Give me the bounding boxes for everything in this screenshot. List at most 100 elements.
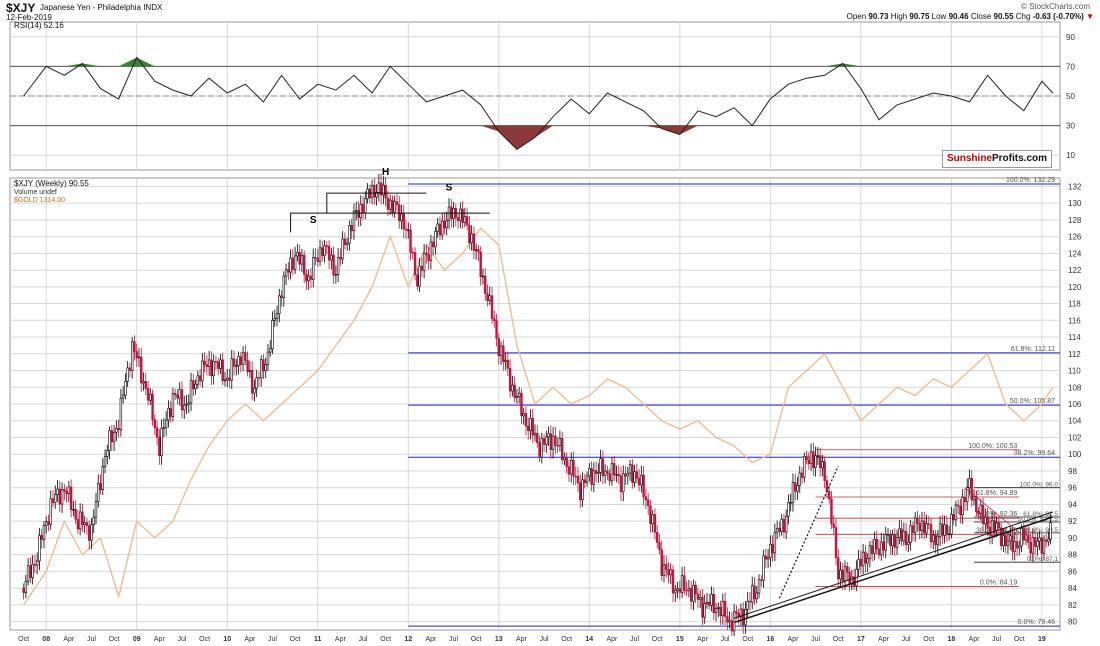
price-candle-body [379, 182, 383, 196]
price-candle-body [947, 533, 951, 536]
price-candle-body [902, 531, 906, 542]
price-candle-body [1020, 528, 1023, 547]
price-candle-body [963, 497, 967, 503]
price-candle-body [626, 472, 629, 477]
price-candle-body [1036, 540, 1039, 547]
price-candle-body [171, 392, 175, 417]
price-candle-body [904, 531, 908, 546]
price-candle-body [38, 535, 41, 562]
price-candle-body [112, 431, 116, 443]
hs-right-shoulder-label: S [446, 182, 453, 193]
price-candle-body [655, 532, 659, 543]
x-tick-label: Oct [1014, 636, 1025, 643]
hs-neckline [290, 212, 490, 233]
price-candle-body [880, 541, 883, 556]
x-tick-label: Apr [244, 636, 256, 643]
price-tick-label: 120 [1068, 283, 1082, 292]
price-candle-body [945, 524, 949, 535]
price-candle-body [560, 437, 564, 461]
price-candle-body [497, 338, 500, 357]
price-candle-body [723, 600, 727, 617]
price-candle-body [51, 498, 55, 504]
price-candle-body [504, 359, 507, 362]
price-candle-body [235, 365, 238, 367]
price-candle-body [798, 472, 801, 486]
price-candle-body [907, 541, 910, 546]
price-candle-body [875, 539, 878, 550]
trendline-dotted [778, 465, 839, 599]
x-tick-label: Oct [109, 636, 120, 643]
price-candle-body [812, 451, 815, 468]
x-tick-label: Apr [516, 636, 528, 643]
price-candle-body [465, 216, 469, 226]
price-candle-body [893, 534, 897, 548]
price-candle-body [597, 472, 600, 474]
price-candle-body [230, 358, 233, 381]
price-candle-body [796, 485, 799, 492]
price-candle-body [24, 580, 28, 593]
x-tick-label: 17 [857, 636, 865, 643]
price-candle-body [975, 495, 978, 512]
low-value: 90.46 [948, 12, 969, 21]
price-tick-label: 124 [1068, 249, 1082, 258]
price-candle-body [187, 402, 190, 405]
price-candle-body [198, 375, 202, 382]
price-candle-body [524, 413, 528, 427]
price-candle-body [67, 486, 71, 494]
price-candle-body [1009, 535, 1012, 542]
chart-symbol: $XJY [6, 1, 36, 15]
rsi-tick-label: 30 [1066, 122, 1075, 131]
price-candle-body [447, 206, 451, 222]
price-candle-body [253, 387, 256, 394]
price-candle-body [705, 601, 709, 604]
price-candle-body [701, 597, 704, 618]
price-candle-body [201, 360, 204, 382]
price-tick-label: 84 [1068, 584, 1077, 593]
price-candle-body [373, 184, 376, 198]
high-value: 90.75 [909, 12, 930, 21]
price-candle-body [619, 475, 623, 493]
price-candle-body [388, 199, 392, 210]
price-candle-body [97, 483, 100, 502]
price-candle-body [839, 569, 842, 580]
price-candle-body [606, 470, 609, 474]
price-candle-body [972, 495, 976, 501]
price-candle-body [343, 238, 347, 245]
x-tick-label: Oct [18, 636, 29, 643]
rsi-oversold-fill [23, 125, 1053, 150]
price-candle-body [676, 588, 679, 591]
price-candle-body [54, 494, 57, 504]
price-candle-body [40, 535, 43, 540]
price-candle-body [35, 560, 39, 566]
price-candle-body [608, 473, 611, 482]
price-candle-body [832, 523, 835, 528]
rsi-tick-label: 50 [1066, 92, 1075, 101]
price-candle-body [859, 558, 863, 567]
price-candle-body [355, 210, 358, 212]
price-candle-body [425, 252, 428, 256]
price-candle-body [443, 220, 446, 229]
price-candle-body [617, 474, 620, 477]
price-candle-body [950, 514, 953, 535]
x-tick-label: Oct [833, 636, 844, 643]
price-candle-body [162, 426, 166, 429]
price-candle-body [909, 525, 912, 543]
price-candle-body [1022, 528, 1025, 541]
price-candle-body [683, 575, 686, 591]
x-tick-label: Apr [788, 636, 800, 643]
price-candle-body [391, 199, 394, 213]
price-candle-body [692, 584, 695, 602]
price-candle-body [527, 425, 530, 431]
price-tick-label: 80 [1068, 618, 1077, 627]
x-tick-label: Jul [540, 636, 549, 643]
price-candle-body [130, 341, 134, 371]
rsi-overbought-fill [23, 57, 1053, 67]
price-candle-body [76, 518, 80, 530]
price-candle-body [762, 555, 765, 581]
hs-head-label: H [382, 167, 389, 178]
price-candle-body [375, 192, 378, 198]
price-candle-body [146, 388, 150, 401]
price-candle-body [1038, 537, 1041, 542]
price-candle-body [438, 223, 442, 236]
x-tick-label: 15 [676, 636, 684, 643]
